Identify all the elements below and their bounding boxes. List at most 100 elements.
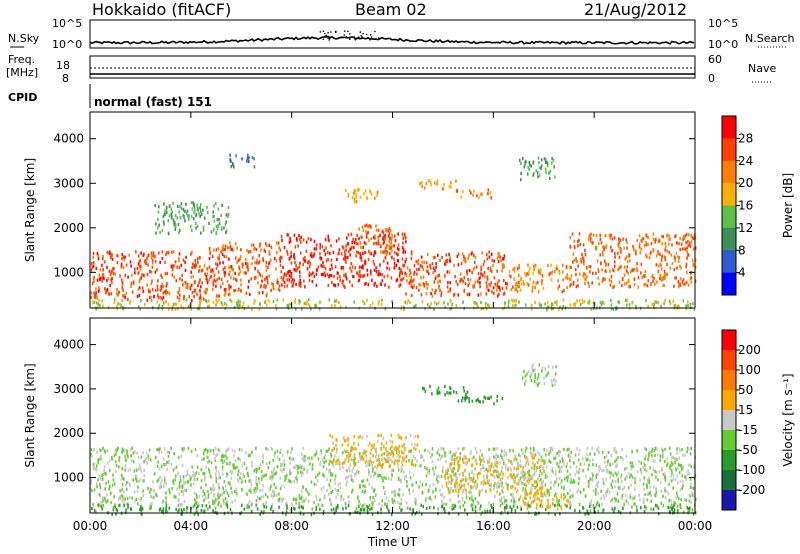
power-region-1-cell bbox=[214, 279, 217, 283]
power-region-13-cell bbox=[172, 201, 174, 205]
power-region-2-cell bbox=[330, 244, 332, 248]
velocity-region-0-cell bbox=[496, 481, 499, 485]
velocity-region-0-cell bbox=[253, 469, 256, 473]
power-region-7-cell bbox=[275, 303, 277, 308]
power-region-2-cell bbox=[402, 264, 404, 268]
power-region-2-cell bbox=[394, 234, 396, 238]
velocity-region-0-cell bbox=[260, 495, 263, 499]
velocity-region-2-cell bbox=[461, 471, 464, 475]
power-region-7-cell bbox=[512, 304, 514, 308]
velocity-region-0-cell bbox=[684, 475, 686, 479]
velocity-region-2-cell bbox=[462, 483, 465, 487]
velocity-region-0-cell bbox=[203, 478, 206, 482]
power-region-6-cell bbox=[602, 245, 604, 249]
velocity-region-0-cell bbox=[110, 491, 112, 495]
power-region-7-cell bbox=[339, 305, 342, 309]
velocity-region-0-cell bbox=[161, 479, 163, 483]
velocity-region-0-cell bbox=[145, 457, 148, 461]
velocity-region-0-cell bbox=[331, 460, 333, 464]
velocity-region-0-cell bbox=[121, 467, 123, 471]
velocity-region-0-cell bbox=[439, 457, 442, 461]
velocity-region-2-cell bbox=[524, 476, 526, 480]
velocity-region-0-cell bbox=[339, 481, 341, 485]
velocity-region-4-cell bbox=[193, 503, 196, 507]
velocity-region-0-cell bbox=[106, 448, 109, 452]
velocity-region-0-cell bbox=[695, 497, 697, 501]
power-region-6-cell bbox=[685, 262, 688, 266]
velocity-region-0-cell bbox=[442, 466, 444, 470]
power-region-7-cell bbox=[556, 302, 558, 306]
velocity-region-0-cell bbox=[523, 483, 526, 487]
power-region-2-cell bbox=[386, 261, 389, 265]
velocity-region-1-cell bbox=[398, 435, 401, 439]
velocity-region-0-cell bbox=[474, 447, 477, 451]
velocity-region-0-cell bbox=[362, 484, 365, 488]
power-region-2-cell bbox=[360, 265, 363, 269]
power-region-1-cell bbox=[259, 242, 261, 246]
power-region-13-cell bbox=[202, 225, 205, 229]
power-region-6-cell bbox=[675, 241, 678, 245]
velocity-region-0-cell bbox=[607, 450, 610, 455]
power-region-13-cell bbox=[227, 205, 230, 210]
velocity-region-0-cell bbox=[563, 462, 565, 466]
power-region-2-cell bbox=[343, 274, 345, 278]
velocity-region-0-cell bbox=[129, 448, 132, 452]
power-region-6-cell bbox=[655, 263, 658, 267]
power-region-7-cell bbox=[610, 307, 613, 311]
velocity-region-0-cell bbox=[541, 459, 543, 463]
power-region-1-cell bbox=[235, 278, 238, 283]
power-region-6-cell bbox=[690, 233, 692, 237]
velocity-region-0-cell bbox=[177, 497, 180, 502]
velocity-region-0-cell bbox=[460, 481, 462, 485]
velocity-region-0-cell bbox=[141, 479, 144, 483]
power-region-2-cell bbox=[336, 276, 339, 280]
noise-dot bbox=[369, 39, 371, 41]
velocity-region-1-cell bbox=[347, 437, 349, 441]
power-region-2-cell bbox=[402, 248, 405, 252]
power-region-2-cell bbox=[291, 284, 294, 288]
power-region-0-cell bbox=[92, 251, 95, 256]
velocity-region-0-cell bbox=[216, 453, 219, 457]
power-region-0-cell bbox=[139, 278, 141, 282]
velocity-region-0-cell bbox=[427, 489, 430, 493]
velocity-region-4-cell bbox=[676, 508, 679, 512]
velocity-region-0-cell bbox=[455, 475, 458, 479]
velocity-region-1-cell bbox=[348, 455, 350, 459]
velocity-region-0-cell bbox=[557, 498, 559, 502]
power-region-3-cell bbox=[381, 229, 384, 233]
velocity-region-0-cell bbox=[291, 457, 294, 461]
velocity-region-0-cell bbox=[122, 501, 125, 506]
power-region-6-cell bbox=[589, 236, 592, 241]
power-region-6-cell bbox=[609, 236, 612, 240]
power-region-2-cell bbox=[359, 256, 361, 260]
velocity-region-0-cell bbox=[625, 454, 628, 458]
velocity-region-0-cell bbox=[281, 453, 284, 457]
velocity-region-0-cell bbox=[357, 495, 359, 499]
velocity-region-0-cell bbox=[421, 455, 424, 459]
power-region-3-cell bbox=[365, 233, 368, 237]
power-region-4-cell bbox=[449, 287, 452, 291]
velocity-region-0-cell bbox=[150, 494, 152, 498]
power-region-1-cell bbox=[254, 261, 256, 265]
power-region-2-cell bbox=[312, 254, 315, 258]
power-region-0-cell bbox=[149, 269, 151, 274]
velocity-region-0-cell bbox=[283, 463, 286, 467]
velocity-region-0-cell bbox=[153, 489, 155, 493]
velocity-region-0-cell bbox=[429, 484, 431, 488]
velocity-region-0-cell bbox=[103, 449, 106, 453]
velocity-region-4-cell bbox=[398, 505, 401, 510]
power-region-6-cell bbox=[617, 251, 619, 255]
power-region-7-cell bbox=[583, 299, 586, 303]
velocity-region-0-cell bbox=[662, 453, 664, 457]
power-region-6-cell bbox=[628, 253, 631, 257]
velocity-region-3-cell bbox=[531, 500, 533, 504]
power-region-4-cell bbox=[475, 265, 478, 269]
velocity-region-3-cell bbox=[560, 495, 563, 499]
velocity-region-0-cell bbox=[675, 496, 678, 500]
velocity-region-0-cell bbox=[633, 487, 636, 491]
velocity-region-0-cell bbox=[459, 500, 461, 504]
velocity-region-1-cell bbox=[414, 434, 417, 438]
power-region-0-cell bbox=[124, 295, 126, 300]
velocity-region-0-cell bbox=[357, 470, 360, 474]
power-region-7-cell bbox=[102, 304, 104, 308]
